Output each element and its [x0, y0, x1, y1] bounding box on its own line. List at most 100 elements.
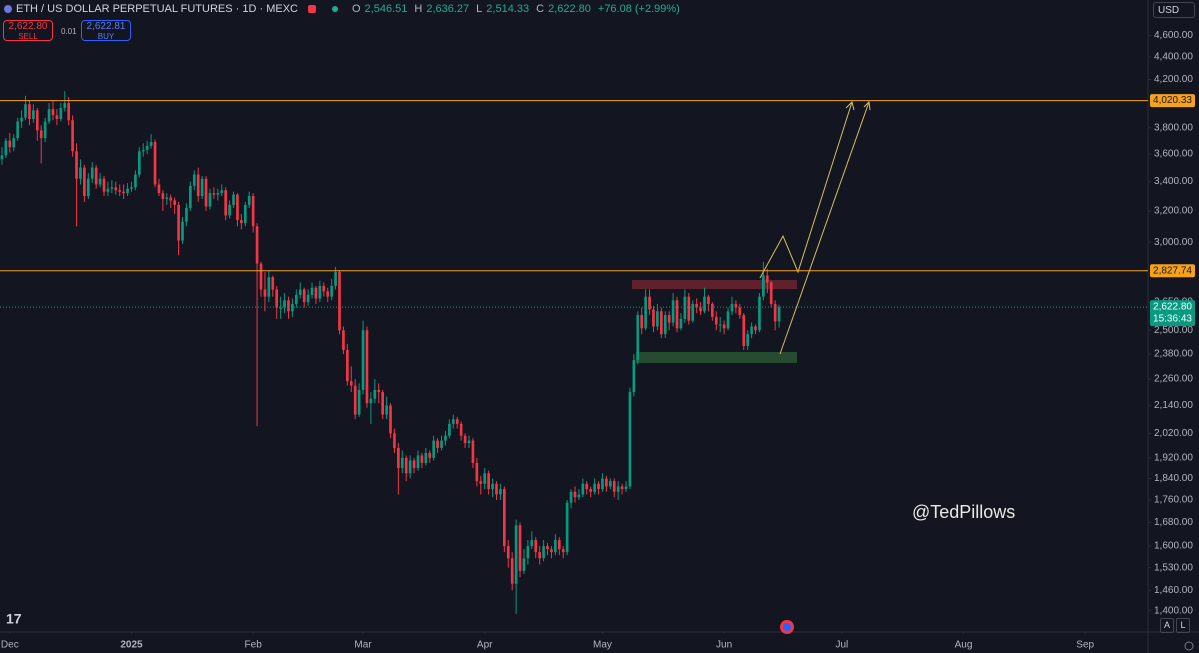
candle-body — [122, 191, 125, 194]
y-tick-label: 3,400.00 — [1154, 176, 1193, 187]
candle-body — [424, 452, 428, 463]
candle-body — [538, 552, 541, 559]
candle-body — [212, 193, 216, 195]
candle-body — [90, 167, 94, 179]
resistance-zone — [632, 280, 797, 289]
candle-body — [385, 405, 388, 415]
arrow-head — [845, 101, 855, 111]
buy-button[interactable]: 2,622.81 BUY — [81, 20, 131, 41]
candle-body — [86, 178, 90, 197]
candle-body — [165, 197, 169, 199]
candle-body — [32, 110, 35, 120]
candle-body — [357, 389, 361, 415]
candle-body — [377, 389, 381, 393]
candle-body — [758, 296, 761, 331]
logo: 17 — [6, 611, 22, 627]
candle-body — [400, 457, 404, 469]
sell-button[interactable]: 2,622.80 SELL — [3, 20, 53, 41]
candle-body — [334, 272, 337, 286]
candle-body — [28, 104, 31, 120]
drawings — [632, 280, 797, 363]
candle-body — [318, 285, 322, 299]
candle-body — [620, 486, 624, 490]
y-tick-label: 3,200.00 — [1154, 206, 1193, 217]
candle-body — [718, 324, 722, 326]
symbol-title[interactable]: ETH / US DOLLAR PERPETUAL FUTURES · 1D ·… — [16, 3, 298, 15]
candle-body — [204, 178, 208, 207]
candle-body — [616, 486, 620, 492]
projection-path — [759, 101, 853, 279]
candle-body — [754, 326, 757, 331]
candle-body — [703, 296, 706, 312]
candle-body — [20, 117, 23, 122]
candle-body — [298, 289, 302, 295]
x-tick-label: Dec — [1, 640, 19, 651]
candle-body — [153, 142, 157, 185]
candle-body — [420, 455, 424, 463]
candle-body — [283, 300, 286, 308]
candle-body — [114, 187, 118, 191]
candle-body — [79, 167, 82, 179]
candle-body — [691, 303, 695, 321]
y-tick-label: 2,380.00 — [1154, 349, 1193, 360]
log-scale-button[interactable]: L — [1176, 618, 1190, 633]
high-value: 2,636.27 — [426, 3, 470, 15]
candle-body — [224, 190, 228, 216]
candle-body — [137, 151, 141, 175]
candle-body — [416, 455, 420, 469]
candle-body — [373, 389, 377, 399]
candle-body — [463, 435, 467, 444]
candle-body — [577, 494, 581, 498]
candle-body — [134, 174, 137, 188]
candle-body — [240, 220, 243, 224]
candle-body — [39, 130, 43, 139]
auto-scale-button[interactable]: A — [1160, 618, 1174, 633]
candle-body — [196, 174, 200, 197]
open-label: O — [351, 3, 361, 15]
candle-body — [381, 392, 385, 415]
candle-body — [679, 318, 683, 329]
countdown-label: 15:36:43 — [1153, 314, 1192, 325]
change-value: +76.08 (+2.99%) — [597, 3, 680, 15]
candle-body — [346, 350, 349, 382]
candle-body — [397, 447, 400, 469]
settings-icon[interactable] — [1184, 641, 1194, 651]
candle-body — [487, 473, 490, 490]
currency-select[interactable]: USD — [1153, 2, 1195, 18]
y-tick-label: 1,680.00 — [1154, 517, 1193, 528]
candle-body — [432, 440, 436, 458]
y-tick-label: 4,200.00 — [1154, 74, 1193, 85]
current-price-label: 2,622.80 — [1153, 302, 1192, 313]
candle-body — [157, 184, 161, 194]
candle-body — [762, 275, 765, 297]
legend: ETH / US DOLLAR PERPETUAL FUTURES · 1D ·… — [4, 3, 683, 15]
candle-body — [145, 145, 149, 150]
level-label-bg — [1150, 264, 1195, 278]
level-label-bg — [1150, 94, 1195, 108]
candle-body — [714, 316, 718, 325]
candle-body — [4, 140, 8, 156]
candle-body — [557, 540, 561, 550]
candle-body — [765, 275, 769, 283]
event-flag-inner — [783, 623, 791, 631]
flag-icon — [307, 5, 316, 13]
candle-body — [8, 140, 12, 148]
candle-body — [726, 311, 730, 329]
candle-body — [711, 303, 714, 317]
y-tick-label: 2,500.00 — [1154, 325, 1193, 336]
candle-body — [699, 307, 702, 312]
candle-body — [287, 300, 290, 312]
candle-body — [656, 311, 659, 327]
candle-body — [601, 478, 604, 490]
candle-body — [294, 294, 298, 304]
candle-body — [554, 540, 557, 553]
support-zone — [636, 352, 797, 363]
candle-body — [208, 193, 212, 207]
candle-body — [75, 151, 78, 179]
candle-body — [263, 289, 267, 297]
candle-body — [612, 481, 616, 492]
candle-body — [110, 187, 114, 189]
candle-body — [455, 419, 459, 424]
candle-body — [436, 440, 439, 448]
